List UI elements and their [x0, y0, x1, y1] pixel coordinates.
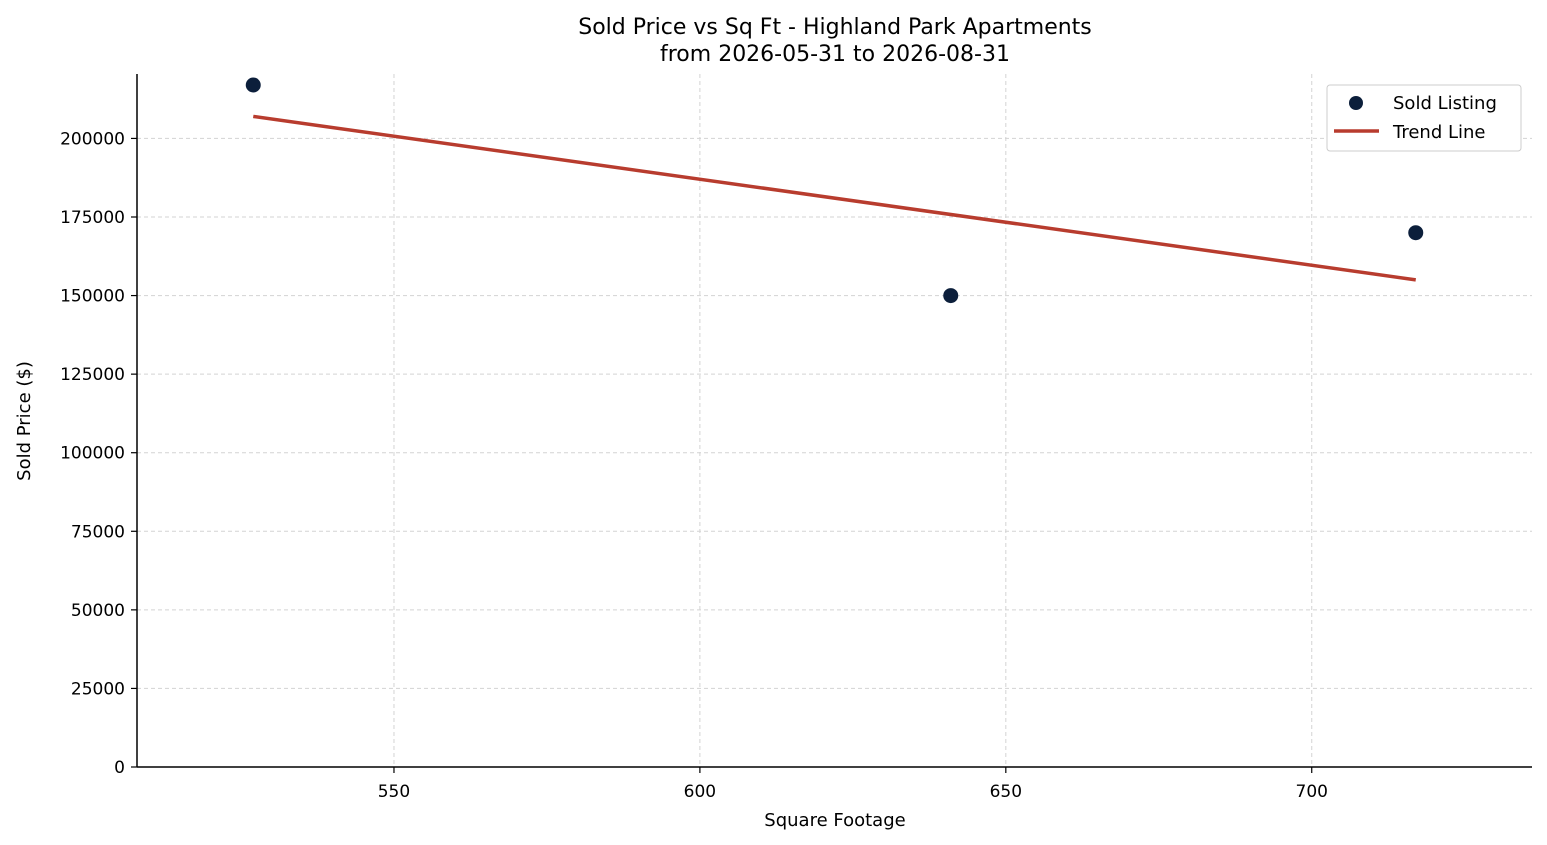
x-tick-label: 550 [378, 782, 410, 802]
grid [137, 74, 1532, 767]
scatter-point [1408, 225, 1424, 241]
y-tick-label: 25000 [71, 679, 125, 699]
y-tick-label: 125000 [60, 365, 125, 385]
y-tick-label: 175000 [60, 208, 125, 228]
x-tick-label: 650 [990, 782, 1022, 802]
x-axis-label: Square Footage [764, 810, 905, 831]
y-tick-label: 100000 [60, 444, 125, 464]
legend: Sold Listing Trend Line [1326, 84, 1522, 152]
legend-marker-sold-listing [1349, 96, 1363, 110]
legend-label-trend-line: Trend Line [1392, 122, 1486, 143]
legend-label-sold-listing: Sold Listing [1393, 93, 1497, 114]
x-tick-label: 700 [1296, 782, 1328, 802]
chart-subtitle: from 2026-05-31 to 2026-08-31 [660, 42, 1010, 67]
axes [131, 74, 1532, 773]
scatter-point [943, 288, 959, 304]
y-tick-label: 0 [114, 758, 125, 778]
tick-labels: 550 600 650 700 0 25000 50000 75000 100000 125000… [60, 129, 1328, 802]
scatter-point [245, 77, 261, 93]
legend-frame [1326, 84, 1522, 152]
y-axis-label: Sold Price ($) [14, 361, 35, 481]
plot-area [245, 77, 1424, 304]
y-tick-label: 200000 [60, 129, 125, 149]
y-tick-label: 75000 [71, 522, 125, 542]
chart-title: Sold Price vs Sq Ft - Highland Park Apar… [578, 15, 1092, 40]
x-tick-label: 600 [684, 782, 716, 802]
y-tick-label: 50000 [71, 601, 125, 621]
y-tick-label: 150000 [60, 287, 125, 307]
trend-line [253, 114, 1416, 282]
